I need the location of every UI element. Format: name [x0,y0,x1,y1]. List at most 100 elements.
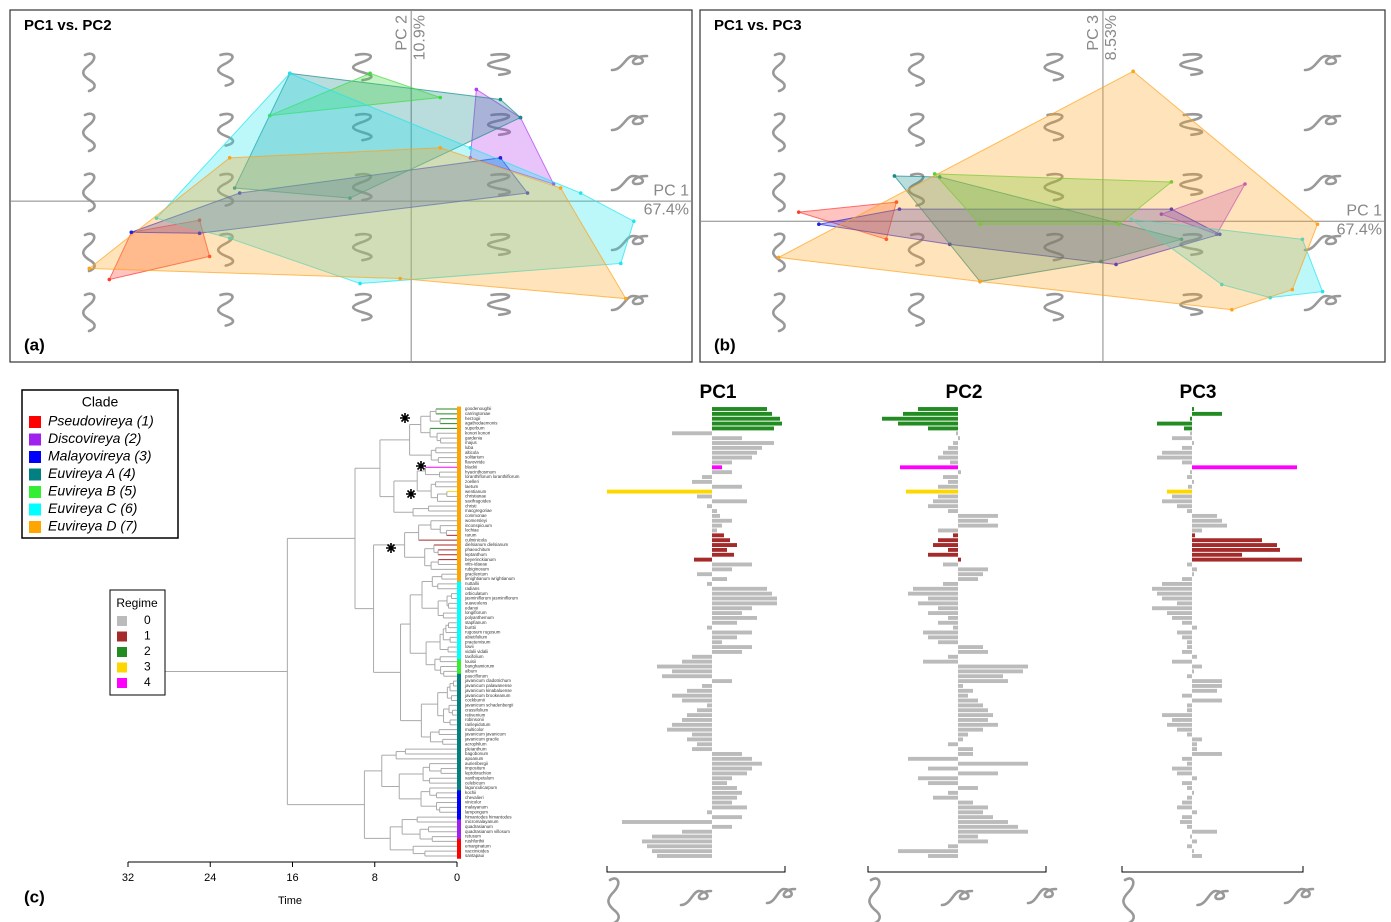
tip-label: solitarium [465,455,484,460]
bar [712,649,742,654]
clade-strip [457,766,461,772]
clade-strip [457,523,461,529]
bar [898,421,958,426]
bar [908,591,958,596]
bar [682,698,712,703]
bar [948,445,958,450]
legend-label: 2 [144,644,151,658]
y-axis-variance: 8.53% [1103,15,1120,60]
tip-label: aurieribergii [465,761,488,766]
bar [928,611,958,616]
clade-strip [457,702,461,709]
bar [1192,684,1222,688]
clade-strip [457,693,461,699]
tip-label: lochiae [465,528,479,533]
bar [687,688,712,693]
bar [712,761,762,766]
legend-label: Pseudovireya (1) [48,413,154,429]
bar [712,460,732,465]
clade-strip [457,528,461,534]
bar [1177,727,1192,732]
bar [712,567,732,572]
bar [928,552,958,557]
bar [712,523,722,528]
data-point [978,222,982,227]
bar [712,630,752,635]
bar [918,407,958,411]
clade-strip [457,615,461,621]
tip-label: dielsianum dielsianum [465,542,509,547]
data-point [1131,69,1135,74]
tip-label: agathodaemonis [465,421,498,426]
clade-strip [457,630,461,636]
outline-shape [81,112,96,153]
tip-label: jasminiflorum jasminiflorum [464,596,518,601]
outline-shape [351,292,373,322]
clade-strip [457,819,461,825]
clade-strip [457,853,461,859]
clade-strip [457,518,461,524]
legend-box [21,389,179,539]
bar [1192,523,1227,528]
bar [702,684,712,688]
data-point [438,95,443,100]
clade-strip [457,775,461,781]
outline-shape [351,52,373,82]
tip-label: herzogii [465,416,480,421]
bar [1172,766,1192,771]
outline-shape [1303,294,1342,312]
regime-shift-marker [400,413,410,423]
bar [682,829,712,834]
bar [958,693,968,698]
data-point [197,231,202,236]
bar [1187,674,1192,679]
bar [1190,431,1192,436]
bar [1192,664,1202,669]
clade-strip [457,683,461,689]
bar [682,659,712,664]
bar [958,747,973,752]
bar [943,581,958,586]
outline-shape [486,233,512,257]
bar [662,674,712,679]
data-point [358,281,362,286]
bar [953,533,958,538]
bar [697,494,712,499]
bar [923,659,958,664]
clade-strip [457,566,461,573]
data-point [227,156,232,160]
tip-label: retivenium [465,712,486,717]
data-point [1129,217,1133,221]
bar [958,771,998,776]
data-point [817,222,821,227]
bar [707,625,712,630]
bar [1182,577,1192,581]
bar [1192,790,1194,795]
bar [712,528,717,533]
bar [712,786,737,790]
bar [933,795,958,800]
clade-strip [457,634,461,641]
bar [928,504,958,509]
bar [950,460,958,465]
legend-swatch [29,521,41,533]
bar [958,727,983,732]
data-point [1099,259,1103,264]
outline-shape [351,112,373,142]
x-tick-label: 8 [372,872,378,884]
bar [1190,470,1192,475]
panel-title: PC1 vs. PC3 [714,17,802,34]
tip-label: gardenia [465,435,483,440]
bar [702,475,712,479]
tip-label: macgregoriae [465,508,492,513]
bar [697,708,712,713]
clade-strip [457,581,461,587]
tip-label: vitis-idaeae [465,562,488,567]
bar [692,747,712,752]
bar [1192,513,1217,518]
bar [712,615,757,620]
bar [712,596,777,601]
data-point [1315,222,1320,227]
clade-strip [457,770,461,777]
bar [1187,761,1192,766]
